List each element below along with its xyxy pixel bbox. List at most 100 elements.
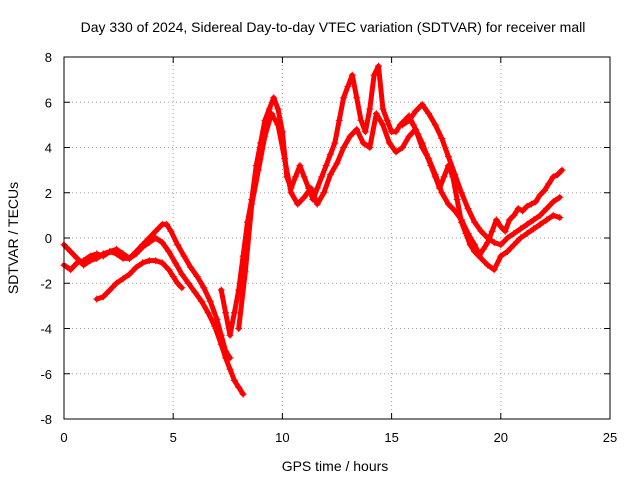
y-tick-label: -8: [40, 412, 52, 427]
data-point: [185, 279, 192, 287]
data-point: [558, 166, 566, 174]
data-point: [187, 263, 195, 271]
y-tick-label: 6: [45, 95, 52, 110]
data-point: [431, 121, 439, 129]
data-point: [444, 153, 452, 161]
series-band: [61, 221, 233, 361]
data-point: [80, 261, 88, 269]
data-point: [139, 243, 147, 251]
data-point: [99, 250, 107, 258]
data-point: [165, 248, 173, 256]
data-point: [517, 234, 524, 242]
data-point: [385, 139, 393, 147]
data-point: [326, 171, 334, 179]
data-point: [431, 171, 439, 179]
data-point: [119, 275, 127, 283]
y-axis-tick-labels: -8 -6 -4 -2 0 2 4 6 8: [40, 50, 52, 427]
data-point: [523, 202, 531, 210]
data-point: [501, 227, 509, 235]
data-point: [326, 150, 334, 158]
data-point: [93, 254, 101, 262]
data-point: [86, 257, 94, 265]
data-point: [497, 252, 505, 260]
data-point: [438, 189, 446, 197]
data-point: [375, 62, 382, 70]
data-point: [543, 216, 551, 224]
data-point: [484, 261, 492, 269]
data-point: [93, 295, 101, 303]
series-band: [400, 102, 563, 248]
data-point: [503, 248, 511, 256]
data-point: [270, 94, 278, 102]
data-point: [73, 254, 81, 262]
data-point: [178, 284, 186, 292]
y-tick-label: 0: [45, 231, 52, 246]
data-point: [530, 216, 538, 224]
data-point: [340, 94, 348, 102]
data-point: [239, 390, 247, 398]
x-tick-label: 5: [170, 430, 177, 445]
data-point: [171, 259, 179, 267]
data-point: [471, 218, 479, 226]
series-trace-c: [60, 234, 247, 398]
data-point: [106, 248, 114, 256]
data-point: [198, 297, 206, 305]
data-point: [145, 257, 153, 265]
x-tick-label: 0: [60, 430, 67, 445]
data-point: [307, 184, 315, 192]
data-point: [405, 132, 413, 140]
data-point: [274, 105, 282, 113]
data-point: [335, 116, 343, 124]
series-trace-e: [235, 110, 564, 332]
data-point: [204, 309, 212, 317]
data-point: [412, 107, 420, 115]
data-point: [497, 223, 505, 231]
data-point: [318, 173, 326, 181]
data-point: [180, 252, 188, 260]
data-point: [361, 128, 369, 136]
data-point: [464, 230, 472, 237]
y-tick-label: -2: [40, 276, 52, 291]
data-point: [366, 105, 374, 113]
data-point: [126, 270, 133, 278]
data-point: [106, 286, 114, 294]
data-point: [158, 239, 166, 246]
data-point: [425, 110, 433, 118]
data-point: [458, 189, 465, 197]
data-point: [313, 200, 321, 208]
data-point: [379, 121, 387, 129]
data-point: [222, 354, 230, 362]
data-point: [523, 230, 531, 237]
data-point: [359, 139, 367, 147]
data-point: [405, 116, 413, 124]
y-axis-label: SDTVAR / TECUs: [5, 182, 21, 294]
data-point: [458, 216, 465, 224]
data-point: [261, 132, 269, 140]
data-point: [248, 200, 256, 208]
data-point: [178, 270, 186, 278]
data-point: [112, 279, 120, 287]
data-point: [191, 288, 199, 296]
y-tick-label: 4: [45, 141, 52, 156]
data-point: [514, 205, 522, 213]
data-point: [268, 110, 275, 118]
data-point: [169, 273, 177, 280]
x-axis-tick-labels: 0 5 10 15 20 25: [60, 430, 617, 445]
data-point: [490, 266, 498, 274]
data-point: [174, 241, 182, 249]
data-point: [510, 211, 518, 219]
data-point: [366, 144, 374, 151]
data-point: [451, 171, 459, 179]
data-point: [139, 259, 147, 267]
series-band: [236, 111, 563, 331]
data-point: [484, 234, 492, 242]
data-point: [274, 121, 282, 129]
data-point: [67, 266, 75, 274]
data-point: [479, 245, 487, 253]
data-point: [556, 193, 564, 201]
y-tick-label: -4: [40, 322, 52, 337]
data-point: [254, 166, 262, 174]
data-point: [226, 365, 234, 373]
data-point: [292, 173, 299, 181]
